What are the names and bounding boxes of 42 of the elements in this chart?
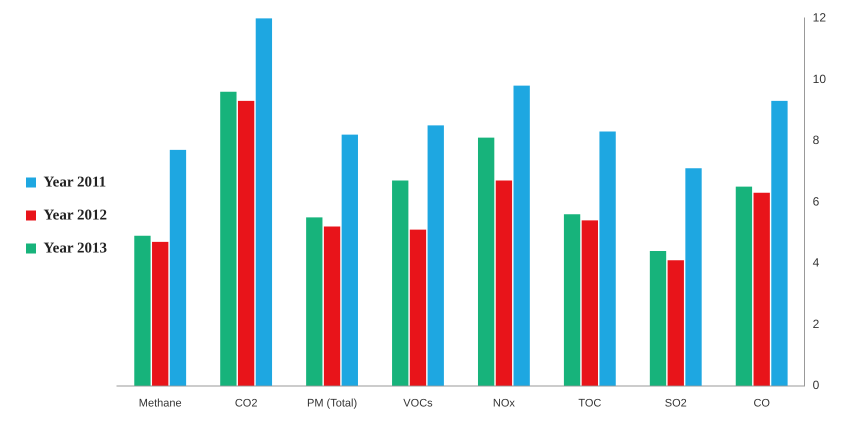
bar: [238, 100, 254, 386]
legend-label: Year 2013: [44, 240, 107, 256]
y-tick-label: 10: [812, 72, 826, 86]
x-tick-label: CO2: [234, 397, 258, 410]
bar: [220, 92, 237, 386]
bar: [754, 192, 770, 386]
bar: [668, 260, 684, 386]
y-tick-label: 4: [812, 256, 820, 270]
bar: [564, 214, 580, 386]
y-tick-label: 6: [812, 194, 820, 208]
x-tick-label: VOCs: [403, 397, 434, 410]
bar: [342, 134, 358, 386]
x-tick-label: NOx: [492, 397, 516, 410]
bar: [170, 150, 186, 386]
bar: [428, 125, 444, 386]
bar: [513, 86, 530, 386]
x-tick-label: CO: [753, 397, 770, 410]
bar: [650, 251, 666, 386]
bar: [392, 180, 408, 386]
bar: [324, 226, 340, 386]
legend-label: Year 2012: [44, 207, 107, 224]
x-tick-label: TOC: [578, 397, 602, 410]
bar: [478, 138, 494, 386]
bar: [736, 186, 752, 386]
bar: [410, 230, 426, 386]
bar: [256, 18, 272, 386]
bar: [771, 100, 788, 386]
bar: [685, 168, 702, 386]
x-tick-label: SO2: [664, 397, 687, 410]
bar: [582, 220, 598, 386]
bar: [599, 132, 616, 386]
y-tick-label: 8: [812, 133, 820, 148]
legend-label: Year 2011: [44, 174, 106, 190]
bar: [306, 217, 322, 386]
bar: [134, 236, 151, 386]
bar: [152, 242, 168, 386]
x-tick-label: Methane: [138, 397, 182, 410]
x-tick-label: PM (Total): [306, 397, 358, 410]
bar: [496, 180, 512, 386]
y-tick-label: 0: [812, 378, 820, 392]
y-tick-label: 12: [812, 10, 826, 25]
y-tick-label: 2: [812, 316, 820, 331]
